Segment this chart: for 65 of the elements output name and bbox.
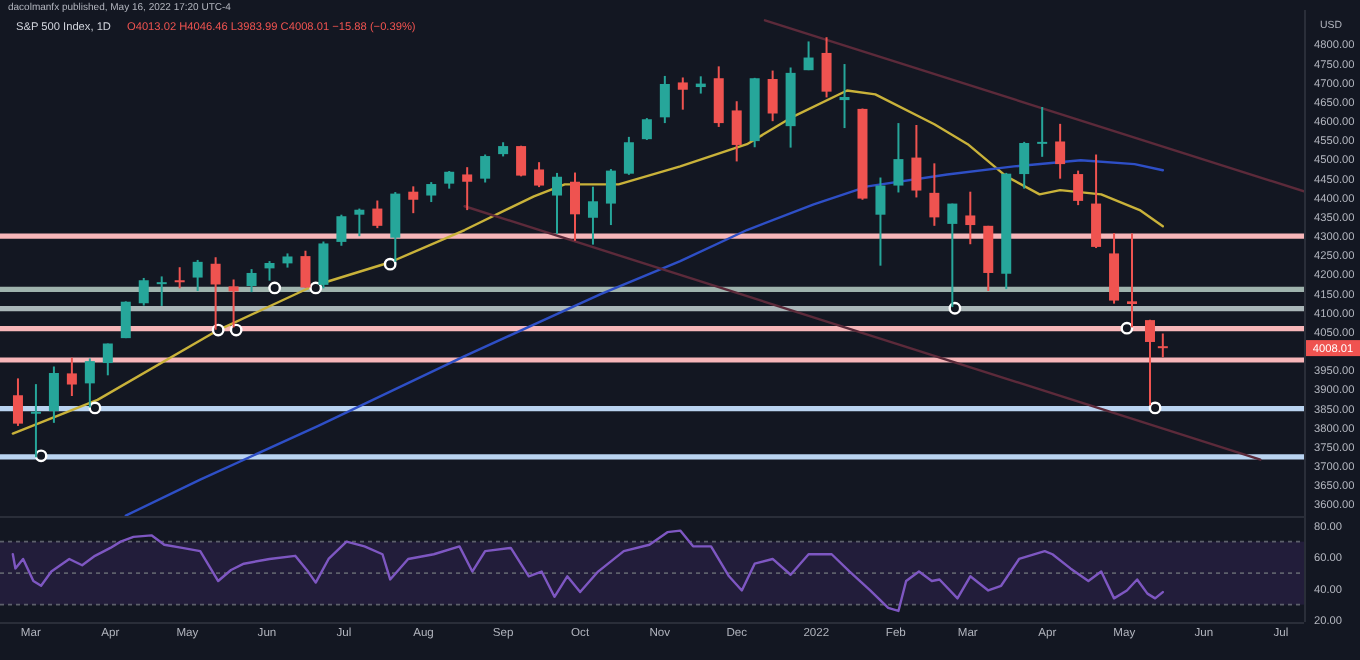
candlestick: [1073, 169, 1084, 207]
candlestick: [48, 365, 59, 424]
candlestick: [264, 260, 275, 282]
candlestick: [318, 240, 329, 290]
point: [88, 401, 102, 415]
candlestick: [623, 135, 634, 176]
candlestick: [174, 266, 185, 290]
candlestick: [911, 124, 922, 199]
candlestick: [839, 63, 850, 130]
candlestick: [156, 275, 167, 307]
candlestick: [641, 117, 652, 141]
candlestick: [821, 36, 832, 99]
point: [383, 257, 397, 271]
candlestick: [12, 377, 23, 427]
candlestick: [336, 213, 347, 247]
candlestick: [300, 249, 311, 289]
candlestick: [1127, 232, 1138, 329]
candlestick: [965, 190, 976, 246]
point: [34, 449, 48, 463]
candlestick: [1019, 140, 1030, 190]
candlestick: [138, 276, 149, 307]
candlestick: [587, 185, 598, 246]
candlestick: [713, 65, 724, 128]
candlestick: [552, 171, 563, 235]
candlestick: [102, 342, 113, 377]
candlestick: [372, 199, 383, 230]
point: [268, 281, 282, 295]
candlestick: [462, 166, 473, 212]
candlestick: [1037, 105, 1048, 158]
candlestick: [569, 171, 580, 242]
point: [309, 281, 323, 295]
candlestick: [605, 168, 616, 227]
candlestick: [192, 258, 203, 292]
candlestick: [659, 74, 670, 125]
point: [229, 323, 243, 337]
candlestick: [66, 356, 77, 398]
candlestick: [390, 191, 401, 263]
candlestick: [803, 40, 814, 72]
candlestick: [875, 176, 886, 267]
candlestick: [731, 100, 742, 163]
candlestick: [1091, 153, 1102, 250]
candlestick: [1055, 122, 1066, 180]
candlestick: [767, 69, 778, 123]
candlestick: [120, 300, 131, 340]
point: [948, 301, 962, 315]
candlestick: [1144, 318, 1155, 407]
candlestick: [1109, 232, 1120, 305]
candlestick: [983, 224, 994, 292]
candlestick: [929, 162, 940, 227]
candlestick: [354, 207, 365, 238]
candlestick: [534, 161, 545, 189]
point: [1148, 401, 1162, 415]
candlestick: [84, 357, 95, 409]
line-series: [11, 529, 1165, 613]
candlestick: [246, 268, 257, 294]
candlestick: [30, 383, 41, 459]
candlestick: [408, 185, 419, 215]
candlestick: [893, 122, 904, 194]
candlestick: [1157, 332, 1168, 359]
candlestick: [426, 181, 437, 204]
point: [1120, 321, 1134, 335]
candlestick: [677, 76, 688, 111]
line-series: [124, 159, 1165, 516]
candlestick: [480, 153, 491, 184]
line-series: [11, 89, 1165, 435]
